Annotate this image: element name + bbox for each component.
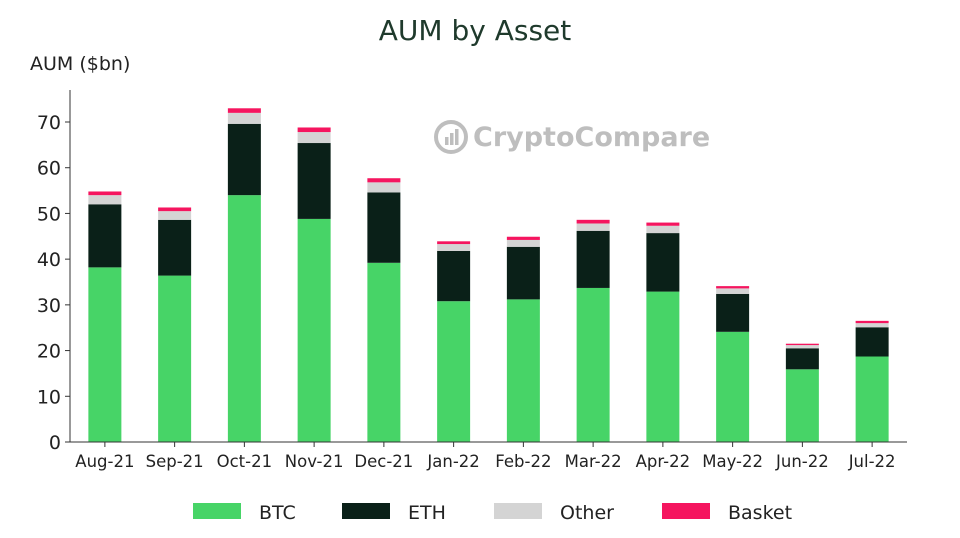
bar-basket-jul-22 bbox=[855, 320, 889, 324]
legend-label-btc: BTC bbox=[259, 502, 296, 524]
bar-btc-mar-22 bbox=[576, 287, 610, 442]
bar-btc-jan-22 bbox=[437, 301, 471, 442]
bar-btc-may-22 bbox=[716, 331, 750, 442]
y-tick-label: 30 bbox=[37, 295, 61, 317]
legend-label-other: Other bbox=[560, 502, 614, 524]
legend-swatch-other bbox=[494, 503, 542, 519]
x-tick-label: Jun-22 bbox=[775, 452, 829, 471]
y-tick-label: 0 bbox=[49, 432, 61, 454]
bar-basket-aug-21 bbox=[88, 191, 122, 196]
cryptocompare-logo-icon bbox=[434, 120, 468, 154]
legend-label-eth: ETH bbox=[408, 502, 446, 524]
bar-other-aug-21 bbox=[88, 195, 122, 205]
x-tick-label: Mar-22 bbox=[565, 452, 622, 471]
bar-eth-jan-22 bbox=[437, 250, 471, 302]
bar-other-apr-22 bbox=[646, 225, 680, 234]
bar-eth-nov-21 bbox=[297, 143, 331, 219]
bar-eth-feb-22 bbox=[506, 246, 540, 300]
bar-eth-oct-21 bbox=[227, 123, 261, 196]
bar-other-jun-22 bbox=[785, 345, 819, 349]
bar-basket-dec-21 bbox=[367, 178, 401, 183]
legend-swatch-basket bbox=[662, 503, 710, 519]
bar-btc-jun-22 bbox=[785, 369, 819, 442]
bar-other-oct-21 bbox=[227, 112, 261, 124]
x-tick-label: Jul-22 bbox=[848, 452, 896, 471]
legend: BTC ETH Other Basket bbox=[193, 502, 792, 524]
x-tick-label: Oct-21 bbox=[217, 452, 272, 471]
axes: 0 10 20 30 40 50 60 70 Aug-21 Sep-21 Oct-21 Nov-21 D… bbox=[37, 90, 907, 471]
bar-basket-mar-22 bbox=[576, 219, 610, 224]
bar-other-mar-22 bbox=[576, 223, 610, 231]
bar-btc-aug-21 bbox=[88, 267, 122, 442]
bar-eth-apr-22 bbox=[646, 233, 680, 292]
y-tick-label: 40 bbox=[37, 249, 61, 271]
y-tick-label: 60 bbox=[37, 158, 61, 180]
bar-eth-jun-22 bbox=[785, 348, 819, 370]
legend-label-basket: Basket bbox=[728, 502, 792, 524]
bar-other-feb-22 bbox=[506, 239, 540, 247]
plot-area bbox=[88, 108, 889, 442]
bar-basket-jan-22 bbox=[437, 241, 471, 245]
bar-eth-jul-22 bbox=[855, 327, 889, 357]
bar-btc-sep-21 bbox=[158, 275, 192, 442]
x-tick-label: Sep-21 bbox=[146, 452, 204, 471]
bar-other-jan-22 bbox=[437, 244, 471, 251]
x-tick-label: Jan-22 bbox=[426, 452, 479, 471]
bar-btc-nov-21 bbox=[297, 218, 331, 442]
bar-other-jul-22 bbox=[855, 323, 889, 328]
y-tick-label: 50 bbox=[37, 203, 61, 225]
bar-eth-dec-21 bbox=[367, 192, 401, 263]
legend-swatch-btc bbox=[193, 503, 241, 519]
bar-eth-mar-22 bbox=[576, 230, 610, 288]
bar-eth-may-22 bbox=[716, 293, 750, 332]
bar-basket-jun-22 bbox=[785, 343, 819, 346]
bar-btc-feb-22 bbox=[506, 299, 540, 442]
bar-btc-jul-22 bbox=[855, 356, 889, 442]
chart-title: AUM by Asset bbox=[379, 14, 572, 47]
x-tick-label: Nov-21 bbox=[285, 452, 344, 471]
watermark: CryptoCompare bbox=[434, 120, 710, 154]
x-tick-label: Aug-21 bbox=[75, 452, 134, 471]
x-tick-label: Dec-21 bbox=[354, 452, 413, 471]
x-tick-label: Feb-22 bbox=[495, 452, 551, 471]
bar-basket-apr-22 bbox=[646, 222, 680, 226]
bar-other-dec-21 bbox=[367, 182, 401, 193]
bar-basket-sep-21 bbox=[158, 207, 192, 212]
y-tick-label: 10 bbox=[37, 386, 61, 408]
watermark-text: CryptoCompare bbox=[473, 122, 710, 153]
legend-swatch-eth bbox=[342, 503, 390, 519]
bar-basket-feb-22 bbox=[506, 236, 540, 240]
bar-other-may-22 bbox=[716, 288, 750, 294]
bar-other-sep-21 bbox=[158, 211, 192, 220]
bar-basket-nov-21 bbox=[297, 127, 331, 133]
x-tick-label: May-22 bbox=[702, 452, 763, 471]
bar-btc-oct-21 bbox=[227, 195, 261, 442]
x-tick-label: Apr-22 bbox=[636, 452, 690, 471]
bar-eth-aug-21 bbox=[88, 204, 122, 268]
bar-eth-sep-21 bbox=[158, 219, 192, 276]
bar-basket-oct-21 bbox=[227, 108, 261, 113]
bar-btc-apr-22 bbox=[646, 291, 680, 442]
y-tick-label: 20 bbox=[37, 341, 61, 363]
bar-other-nov-21 bbox=[297, 132, 331, 144]
bar-basket-may-22 bbox=[716, 286, 750, 289]
bar-btc-dec-21 bbox=[367, 262, 401, 442]
y-axis-label: AUM ($bn) bbox=[30, 53, 130, 75]
y-tick-label: 70 bbox=[37, 112, 61, 134]
